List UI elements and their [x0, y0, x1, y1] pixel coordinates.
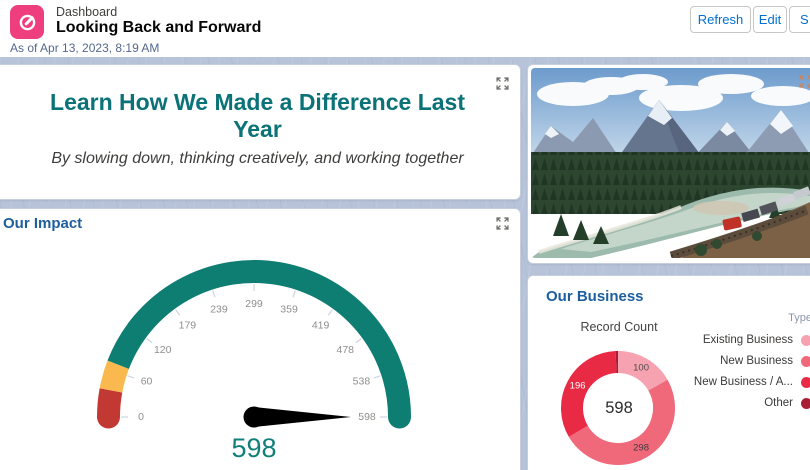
- expand-icon[interactable]: [798, 75, 810, 89]
- expand-icon[interactable]: [495, 217, 509, 231]
- headline-subtitle: By slowing down, thinking creatively, an…: [51, 150, 464, 167]
- gauge-tick-label: 0: [138, 411, 144, 423]
- headline-text: Learn How We Made a Difference Last Year: [50, 89, 465, 142]
- chart-legend: Type Existing Business New Business New Bu…: [694, 312, 810, 418]
- legend-swatch-icon: [801, 334, 810, 346]
- legend-item: Existing Business: [694, 334, 810, 346]
- legend-label: New Business / A...: [693, 376, 793, 388]
- page-header: Dashboard Looking Back and Forward As of…: [0, 0, 810, 57]
- last-refreshed-timestamp: As of Apr 13, 2023, 8:19 AM: [10, 41, 160, 55]
- legend-title: Type: [788, 312, 810, 324]
- gauge-tick-label: 239: [210, 303, 228, 315]
- donut-chart[interactable]: 100 298 196: [528, 340, 708, 470]
- gauge-tick: [175, 309, 181, 316]
- donut-slice-value: 298: [633, 442, 649, 453]
- gauge-segment: [107, 260, 411, 418]
- gauge-tick: [327, 309, 333, 316]
- gauge-tick-label: 478: [337, 344, 355, 356]
- gauge-tick-label: 598: [358, 411, 376, 423]
- donut-chart-title: Record Count: [580, 320, 658, 334]
- refresh-button[interactable]: Refresh: [690, 6, 751, 33]
- edit-button[interactable]: Edit: [753, 6, 787, 33]
- donut-slice-value: 100: [633, 363, 649, 374]
- dashboard-app-icon: [10, 5, 44, 39]
- gauge-tick: [146, 338, 153, 344]
- gauge-tick-label: 179: [179, 320, 197, 332]
- subscribe-button-truncated[interactable]: S: [789, 6, 810, 33]
- landscape-photo: [531, 68, 810, 258]
- mountain-landscape-illustration: [531, 68, 810, 258]
- gauge-tick-label: 299: [245, 298, 263, 310]
- gauge-tick: [212, 290, 216, 298]
- photo-widget: [527, 64, 810, 264]
- our-business-title[interactable]: Our Business: [546, 288, 644, 305]
- gauge-tick-label: 538: [353, 376, 371, 388]
- donut-slice: [561, 351, 618, 437]
- legend-item: New Business: [694, 355, 810, 367]
- gauge-value: 598: [231, 433, 276, 463]
- our-impact-title[interactable]: Our Impact: [3, 215, 83, 232]
- page-title: Looking Back and Forward: [56, 19, 262, 36]
- gauge-segment: [99, 360, 130, 393]
- donut-slice: [617, 351, 668, 392]
- gauge-cap: [388, 405, 411, 429]
- gauge-tick: [373, 375, 381, 379]
- object-type-label: Dashboard: [56, 5, 118, 19]
- gauge-tick-label: 419: [312, 320, 330, 332]
- legend-label: New Business: [720, 355, 793, 367]
- gauge-tick-label: 120: [154, 344, 172, 356]
- legend-item: New Business / A...: [694, 376, 810, 388]
- donut-slice-value: 196: [570, 380, 586, 391]
- legend-label: Existing Business: [702, 334, 793, 346]
- expand-icon[interactable]: [495, 77, 509, 91]
- headline-widget: Learn How We Made a Difference Last Year…: [0, 64, 521, 200]
- gauge-tick: [292, 290, 296, 298]
- gauge-tick: [127, 375, 135, 379]
- gauge-needle: [243, 406, 351, 428]
- legend-rows: Existing Business New Business New Busines…: [694, 334, 810, 409]
- gauge-tick: [355, 338, 362, 344]
- gauge-cap: [97, 405, 120, 429]
- dashboard-canvas: Learn How We Made a Difference Last Year…: [0, 57, 810, 470]
- legend-swatch-icon: [801, 397, 810, 409]
- legend-item: Other: [694, 397, 810, 409]
- donut-slice: [568, 379, 675, 465]
- donut-total-value: 598: [605, 399, 633, 417]
- legend-label: Other: [764, 397, 793, 409]
- gauge-tick-label: 359: [280, 303, 298, 315]
- gauge-tick-label: 60: [141, 376, 153, 388]
- legend-swatch-icon: [801, 355, 810, 367]
- legend-swatch-icon: [801, 376, 810, 388]
- gauge-chart[interactable]: 0 60 120 179 239 299 359 419 478 538 598 598: [0, 217, 520, 470]
- our-business-widget: Our Business Record Count 100 298 196 598 …: [527, 275, 810, 470]
- our-impact-widget: Our Impact 0 60 120 179 239 299 359 419 478 538 59…: [0, 208, 521, 470]
- gauge-glyph-icon: [19, 14, 35, 30]
